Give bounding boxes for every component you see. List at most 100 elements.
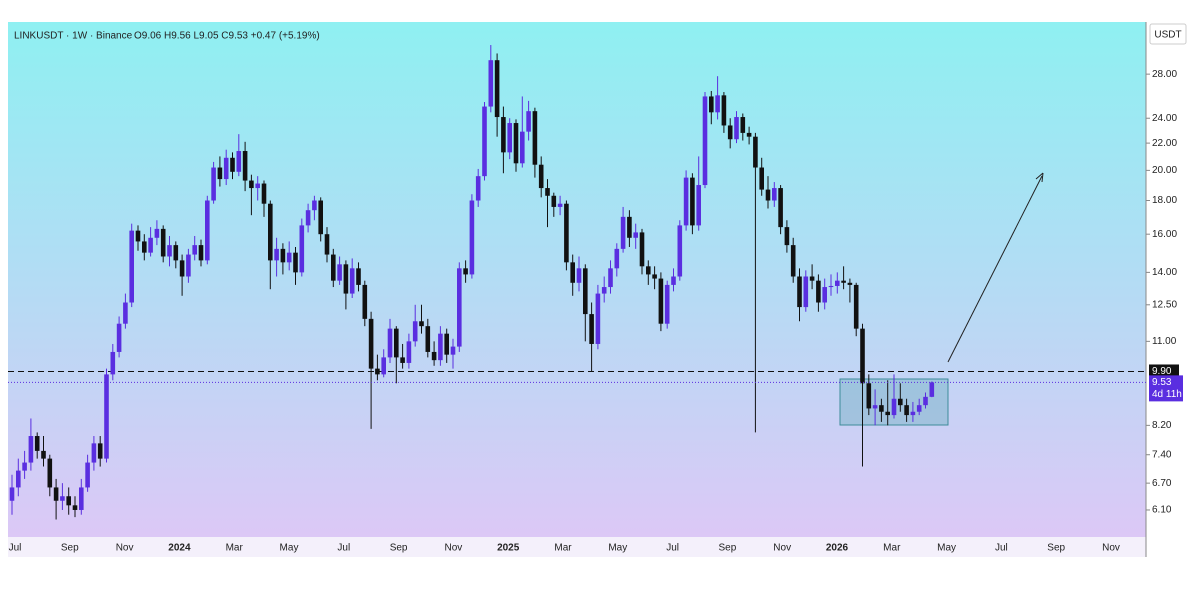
candle-body [457, 268, 462, 347]
candle-body [469, 200, 475, 275]
candle-body [507, 123, 512, 153]
x-tick-label: Mar [883, 543, 901, 554]
candle-body [343, 264, 349, 294]
candle-body [866, 383, 872, 409]
candle-body [368, 318, 374, 369]
candle-body [324, 234, 330, 255]
x-tick-label: Sep [719, 543, 737, 554]
candle-body [809, 276, 815, 281]
candle-body [482, 106, 487, 177]
candle-body [179, 260, 185, 277]
candle-body [34, 436, 40, 451]
candle-body [400, 357, 405, 363]
candle-body [419, 321, 424, 327]
y-tick-label: 16.00 [1152, 229, 1177, 240]
candle-body [538, 164, 544, 189]
candle-body [192, 245, 197, 255]
candle-body [488, 60, 494, 107]
candle-body [135, 230, 141, 242]
x-tick-label: Sep [61, 543, 79, 554]
candle-body [570, 262, 575, 283]
candle-body [475, 176, 481, 201]
candle-body [910, 411, 916, 416]
candle-body [463, 268, 468, 275]
candle-body [387, 328, 393, 358]
candle-body [822, 287, 827, 303]
candle-body [72, 505, 78, 510]
candle-body [916, 405, 922, 412]
candle-body [97, 443, 103, 459]
y-tick-label: 22.00 [1152, 138, 1177, 149]
candle-body [116, 323, 122, 352]
candle-body [765, 189, 771, 201]
candle-body [274, 248, 279, 261]
candle-body [526, 111, 531, 132]
y-tick-label: 11.00 [1152, 336, 1177, 347]
x-tick-label: Jul [666, 543, 679, 554]
candle-body [154, 228, 160, 238]
candle-body [16, 470, 21, 488]
candle-body [286, 252, 292, 263]
candle-body [671, 276, 676, 285]
candle-body [66, 496, 71, 506]
candle-body [646, 266, 651, 275]
candle-body [551, 195, 557, 207]
candle-body [608, 268, 613, 288]
candle-body [790, 245, 796, 277]
candle-body [721, 95, 727, 126]
candle-body [690, 177, 695, 226]
x-tick-label: 2024 [168, 543, 191, 554]
candle-body [375, 368, 380, 375]
candle-body [576, 268, 582, 283]
candle-body [28, 436, 34, 463]
candle-body [223, 157, 229, 180]
candle-body [394, 328, 399, 358]
candle-body [860, 328, 865, 384]
candle-body [312, 200, 317, 211]
candle-body [450, 346, 456, 355]
candle-body [759, 167, 764, 190]
candle-body [797, 276, 802, 308]
candle-body [696, 185, 701, 226]
candle-body [406, 341, 412, 363]
candle-body [816, 280, 821, 303]
candle-body [891, 398, 897, 416]
x-tick-label: Nov [116, 543, 134, 554]
candle-body [589, 314, 594, 344]
candle-body [564, 203, 569, 263]
candle-body [268, 203, 273, 261]
x-tick-label: Mar [226, 543, 244, 554]
candle-body [532, 111, 538, 165]
candle-body [595, 293, 601, 344]
candle-body [412, 321, 418, 342]
candle-body [872, 405, 878, 409]
last-price-box [1149, 375, 1183, 402]
candle-body [772, 188, 777, 201]
candle-body [557, 203, 563, 207]
x-tick-label: Jul [337, 543, 350, 554]
candle-body [104, 374, 109, 459]
candle-body [853, 284, 859, 329]
candle-body [331, 254, 336, 281]
candle-body [828, 285, 834, 288]
candle-body [520, 131, 525, 164]
candle-body [230, 157, 235, 172]
candle-body [60, 496, 65, 501]
y-tick-label: 18.00 [1152, 195, 1177, 206]
candle-body [784, 227, 790, 246]
candle-body [205, 200, 210, 261]
x-tick-label: Nov [445, 543, 463, 554]
candle-body [734, 117, 739, 140]
candle-body [545, 188, 550, 196]
ohlc-text: O9.06 H9.56 L9.05 C9.53 +0.47 (+5.19%) [134, 31, 320, 42]
candle-body [614, 248, 620, 269]
candle-body [664, 284, 670, 324]
x-tick-label: Sep [1047, 543, 1065, 554]
candle-body [715, 95, 720, 113]
candle-body [740, 117, 746, 133]
candle-body [841, 280, 846, 283]
x-tick-label: Nov [1102, 543, 1120, 554]
candle-body [835, 280, 840, 286]
y-tick-label: 20.00 [1152, 165, 1177, 176]
